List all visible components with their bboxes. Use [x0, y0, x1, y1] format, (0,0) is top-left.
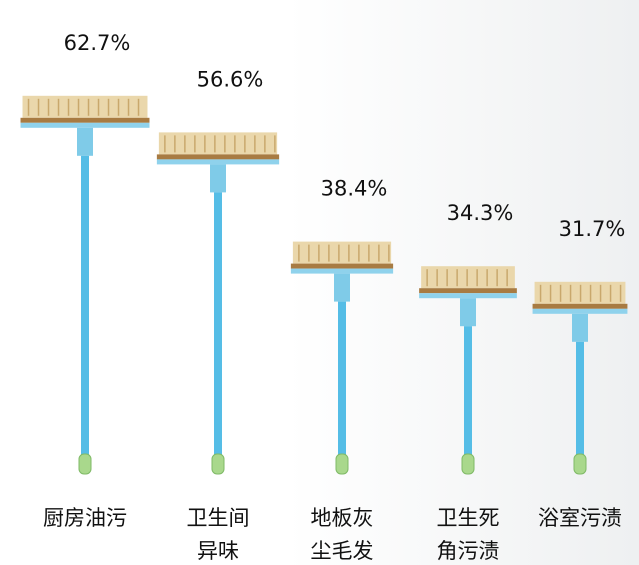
category-label: 浴室污渍 — [538, 506, 622, 530]
value-label: 34.3% — [447, 201, 514, 225]
handle — [576, 341, 584, 460]
broom — [156, 132, 280, 475]
category-label: 卫生死 角污渍 — [436, 506, 500, 563]
handle — [338, 301, 346, 460]
handle-joint — [460, 298, 476, 327]
category-label: 卫生间 异味 — [186, 506, 250, 563]
handle-joint — [210, 164, 226, 193]
bristles — [158, 132, 278, 155]
broom — [419, 266, 517, 475]
brush-plate — [156, 159, 280, 165]
handle-cap — [573, 453, 587, 475]
handle-joint — [334, 273, 350, 302]
handle-cap — [461, 453, 475, 475]
brush-plate — [290, 268, 394, 274]
value-label: 62.7% — [64, 31, 131, 55]
category-label: 地板灰 尘毛发 — [310, 506, 374, 563]
category-label: 厨房油污 — [43, 506, 127, 530]
handle-cap — [211, 453, 225, 475]
bristles — [292, 241, 392, 264]
broom — [290, 241, 394, 475]
brush-base — [20, 117, 150, 123]
value-label: 31.7% — [559, 217, 626, 241]
handle — [464, 326, 472, 460]
brush-base — [290, 263, 394, 269]
broom — [532, 281, 628, 475]
handle-cap — [335, 453, 349, 475]
brush-base — [419, 288, 517, 294]
handle-cap — [78, 453, 92, 475]
brush-base — [156, 154, 280, 160]
handle — [81, 155, 89, 461]
broom — [20, 95, 150, 475]
brush-plate — [419, 293, 517, 299]
handle-joint — [77, 127, 93, 156]
handle — [214, 192, 222, 460]
brush-base — [532, 303, 628, 309]
value-label: 56.6% — [197, 67, 264, 91]
bristles — [22, 95, 148, 118]
handle-joint — [572, 313, 588, 342]
bristles — [421, 266, 515, 289]
brush-plate — [532, 308, 628, 314]
brush-plate — [20, 122, 150, 128]
value-label: 38.4% — [321, 177, 388, 201]
